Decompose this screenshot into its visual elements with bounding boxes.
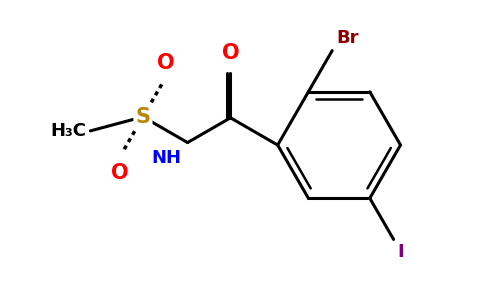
Text: O: O — [222, 43, 239, 63]
Text: O: O — [111, 163, 129, 183]
Text: O: O — [157, 53, 175, 73]
Text: Br: Br — [336, 29, 359, 47]
Text: S: S — [136, 107, 151, 127]
Text: NH: NH — [151, 148, 182, 166]
Text: H₃C: H₃C — [50, 122, 86, 140]
Text: I: I — [397, 243, 404, 261]
